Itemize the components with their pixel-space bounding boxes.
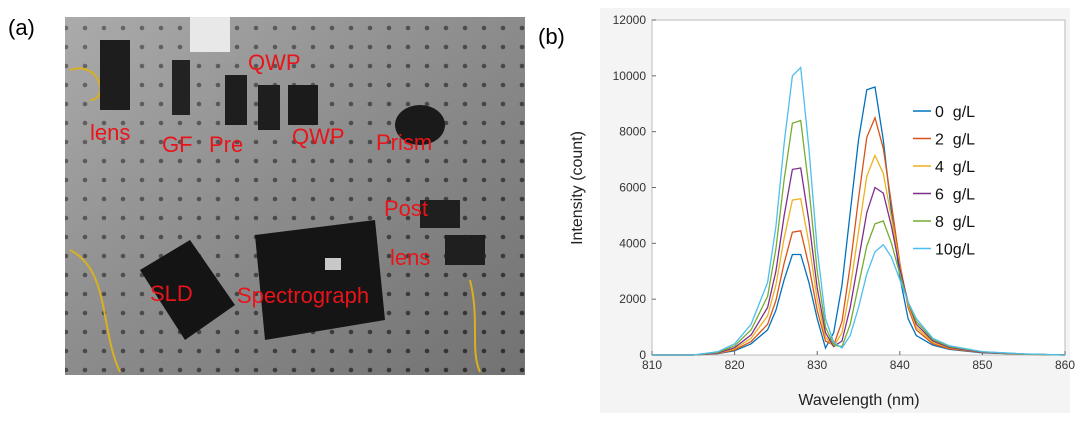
- polarizer-mount: [225, 75, 247, 125]
- photo-label: Spectrograph: [237, 283, 369, 308]
- y-tick-label: 6000: [619, 181, 646, 195]
- photo-label: Pre: [209, 132, 243, 157]
- x-tick-label: 830: [807, 358, 827, 372]
- legend-label: 6 g/L: [935, 187, 975, 204]
- page: {"panel_labels": ["(a)", "(b)"], "photo"…: [0, 0, 1076, 419]
- legend-label: 8 g/L: [935, 214, 975, 231]
- filter-mount: [172, 60, 190, 115]
- x-tick-label: 840: [890, 358, 910, 372]
- qwp-mount: [288, 85, 318, 125]
- legend-label: 4 g/L: [935, 159, 975, 176]
- legend-label: 10g/L: [935, 242, 975, 259]
- y-tick-label: 12000: [613, 13, 647, 27]
- x-tick-label: 810: [642, 358, 662, 372]
- x-tick-label: 820: [725, 358, 745, 372]
- x-tick-label: 850: [972, 358, 992, 372]
- qwp-mount: [258, 85, 280, 130]
- x-tick-label: 860: [1055, 358, 1075, 372]
- legend-label: 2 g/L: [935, 132, 975, 149]
- lens-mount: [100, 40, 130, 110]
- plot-area: [652, 20, 1065, 355]
- sticker: [325, 258, 341, 270]
- warning-label: [190, 17, 230, 52]
- y-tick-label: 2000: [619, 292, 646, 306]
- photo-label: lens: [90, 120, 130, 145]
- legend-label: 0 g/L: [935, 104, 975, 121]
- photo-label: GF: [162, 132, 193, 157]
- figure: (a) (b) lens GF Pre QWP QWP Prism Post l…: [0, 0, 1076, 419]
- y-tick-label: 10000: [613, 69, 647, 83]
- y-tick-label: 4000: [619, 236, 646, 250]
- photo-label: SLD: [150, 281, 193, 306]
- photo: lens GF Pre QWP QWP Prism Post lens SLD …: [65, 17, 525, 375]
- panel-label: (a): [8, 15, 35, 40]
- photo-label: Post: [384, 196, 428, 221]
- y-axis-label: Intensity (count): [569, 131, 586, 245]
- chart: Wavelength (nm) Intensity (count) 020004…: [569, 8, 1075, 413]
- photo-label: lens: [390, 245, 430, 270]
- photo-label: QWP: [248, 50, 301, 75]
- spectrograph-box: [255, 220, 385, 340]
- lens-mount: [445, 235, 485, 265]
- x-axis-label: Wavelength (nm): [798, 392, 919, 409]
- y-tick-label: 8000: [619, 125, 646, 139]
- photo-label: Prism: [376, 130, 432, 155]
- photo-label: QWP: [292, 124, 345, 149]
- panel-label: (b): [538, 24, 565, 49]
